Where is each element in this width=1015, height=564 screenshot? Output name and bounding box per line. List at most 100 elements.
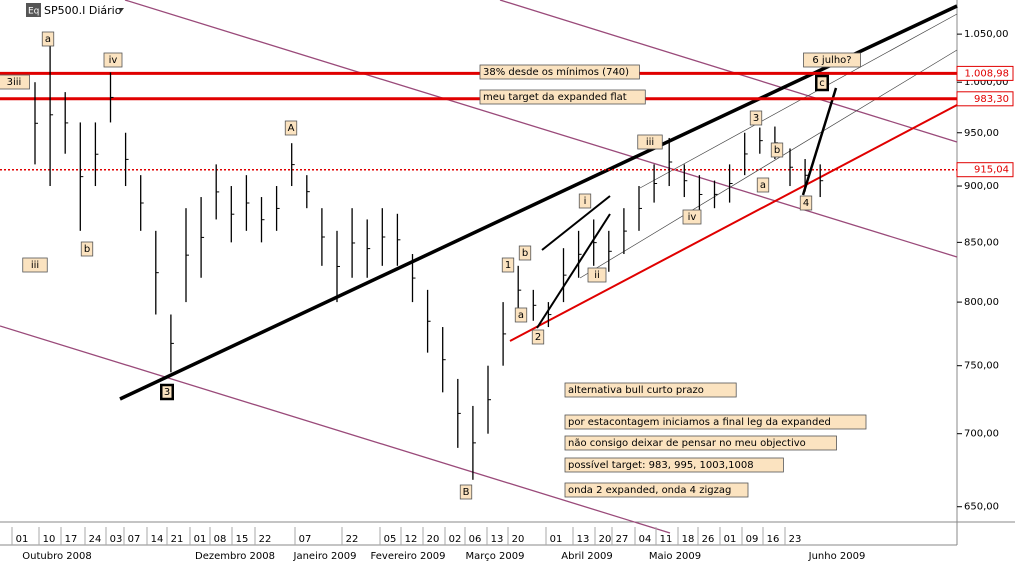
- y-tick-label: 700,00: [964, 429, 999, 440]
- trend-line: [124, 0, 958, 258]
- wave-label-box: [0, 74, 30, 90]
- note-box: [564, 414, 867, 430]
- wave-label-box: [637, 134, 663, 150]
- x-tick-label: 11: [660, 534, 673, 545]
- wave-label-box: [41, 31, 55, 47]
- month-label: Abril 2009: [561, 551, 612, 562]
- wave-label-box: [682, 209, 702, 225]
- x-tick-label: 20: [512, 534, 525, 545]
- wave-label: a: [518, 310, 524, 321]
- note-box: [564, 435, 837, 451]
- month-label: Março 2009: [466, 551, 525, 562]
- x-tick-label: 20: [427, 534, 440, 545]
- wave-label-box: [749, 110, 763, 126]
- x-tick-label: 12: [405, 534, 418, 545]
- x-tick-label: 01: [16, 534, 29, 545]
- wave-label-box: [80, 241, 94, 257]
- wave-label: c: [819, 78, 825, 89]
- trend-line: [509, 104, 958, 342]
- x-tick-label: 17: [65, 534, 78, 545]
- x-tick-label: 15: [236, 534, 249, 545]
- wave-label: a: [760, 180, 766, 191]
- trend-line: [499, 0, 958, 143]
- month-label: Fevereiro 2009: [371, 551, 446, 562]
- wave-label: iii: [646, 137, 654, 148]
- wave-label: 4: [803, 198, 809, 209]
- note-box: [564, 457, 784, 473]
- note: meu target da expanded flat: [483, 92, 627, 103]
- wave-label: 3iii: [7, 77, 22, 88]
- wave-label: b: [522, 248, 528, 259]
- y-tick-label: 900,00: [964, 181, 999, 192]
- wave-label: ii: [594, 270, 600, 281]
- wave-label: i: [584, 196, 587, 207]
- x-tick-label: 21: [171, 534, 184, 545]
- x-tick-label: 26: [702, 534, 715, 545]
- dropdown-icon[interactable]: [118, 8, 124, 12]
- wave-label-box: [459, 484, 473, 500]
- wave-label: 6 julho?: [812, 55, 851, 66]
- x-tick-label: 13: [577, 534, 590, 545]
- wave-label: 1: [505, 260, 511, 271]
- month-label: Dezembro 2008: [195, 551, 275, 562]
- wave-label: 3: [753, 113, 759, 124]
- x-tick-label: 23: [789, 534, 802, 545]
- x-tick-label: 24: [89, 534, 102, 545]
- month-label: Outubro 2008: [22, 551, 91, 562]
- wave-label: 3: [164, 387, 170, 398]
- price-level-label: 1.008,98: [964, 68, 1009, 79]
- y-tick-label: 1.050,00: [964, 29, 1009, 40]
- x-tick-label: 01: [724, 534, 737, 545]
- note: onda 2 expanded, onda 4 zigzag: [568, 485, 731, 496]
- wave-label-box: [514, 307, 528, 323]
- x-tick-label: 13: [491, 534, 504, 545]
- price-level-box: [956, 65, 1014, 81]
- wave-label: b: [774, 145, 780, 156]
- note: por estacontagem iniciamos a final leg d…: [568, 417, 831, 428]
- y-tick-label: 950,00: [964, 128, 999, 139]
- x-tick-label: 01: [550, 534, 563, 545]
- wave-label-box: [799, 195, 813, 211]
- chart-title: SP500.I Diário: [44, 4, 122, 17]
- wave-line: [541, 195, 611, 251]
- badge: Eq: [28, 7, 39, 17]
- note: alternativa bull curto prazo: [568, 385, 704, 396]
- x-tick-label: 09: [746, 534, 759, 545]
- wave-label: iii: [31, 260, 39, 271]
- month-label: Junho 2009: [808, 551, 866, 562]
- y-tick-label: 800,00: [964, 297, 999, 308]
- trend-line: [0, 325, 671, 534]
- x-tick-label: 01: [194, 534, 207, 545]
- wave-label: b: [84, 244, 90, 255]
- price-level-box: [956, 91, 1014, 107]
- x-tick-label: 18: [682, 534, 695, 545]
- price-level-label: 915,04: [974, 165, 1009, 176]
- price-level-label: 983,30: [974, 94, 1009, 105]
- wave-label-box: [531, 329, 545, 345]
- x-tick-label: 05: [384, 534, 397, 545]
- wave-label-box: [756, 177, 770, 193]
- wave-label: iv: [109, 55, 118, 66]
- x-tick-label: 03: [110, 534, 123, 545]
- x-tick-label: 02: [449, 534, 462, 545]
- badge-box: [26, 3, 41, 17]
- wave-line: [801, 87, 838, 196]
- note: 38% desde os mínimos (740): [483, 66, 629, 78]
- wave-label-box: [160, 383, 174, 401]
- wave-label-box: [103, 52, 123, 68]
- wave-label-box: [518, 245, 532, 261]
- wave-line: [536, 213, 611, 329]
- x-tick-label: 08: [214, 534, 227, 545]
- wave-label-box: [803, 52, 861, 68]
- x-tick-label: 16: [767, 534, 780, 545]
- wave-label-box: [770, 142, 784, 158]
- wave-label: B: [463, 487, 470, 498]
- x-tick-label: 14: [151, 534, 164, 545]
- month-label: Janeiro 2009: [293, 551, 357, 562]
- wave-label-box: [578, 193, 592, 209]
- month-label: Maio 2009: [649, 551, 701, 562]
- y-tick-label: 1.000,00: [964, 77, 1009, 88]
- x-tick-label: 06: [469, 534, 482, 545]
- x-tick-label: 20: [599, 534, 612, 545]
